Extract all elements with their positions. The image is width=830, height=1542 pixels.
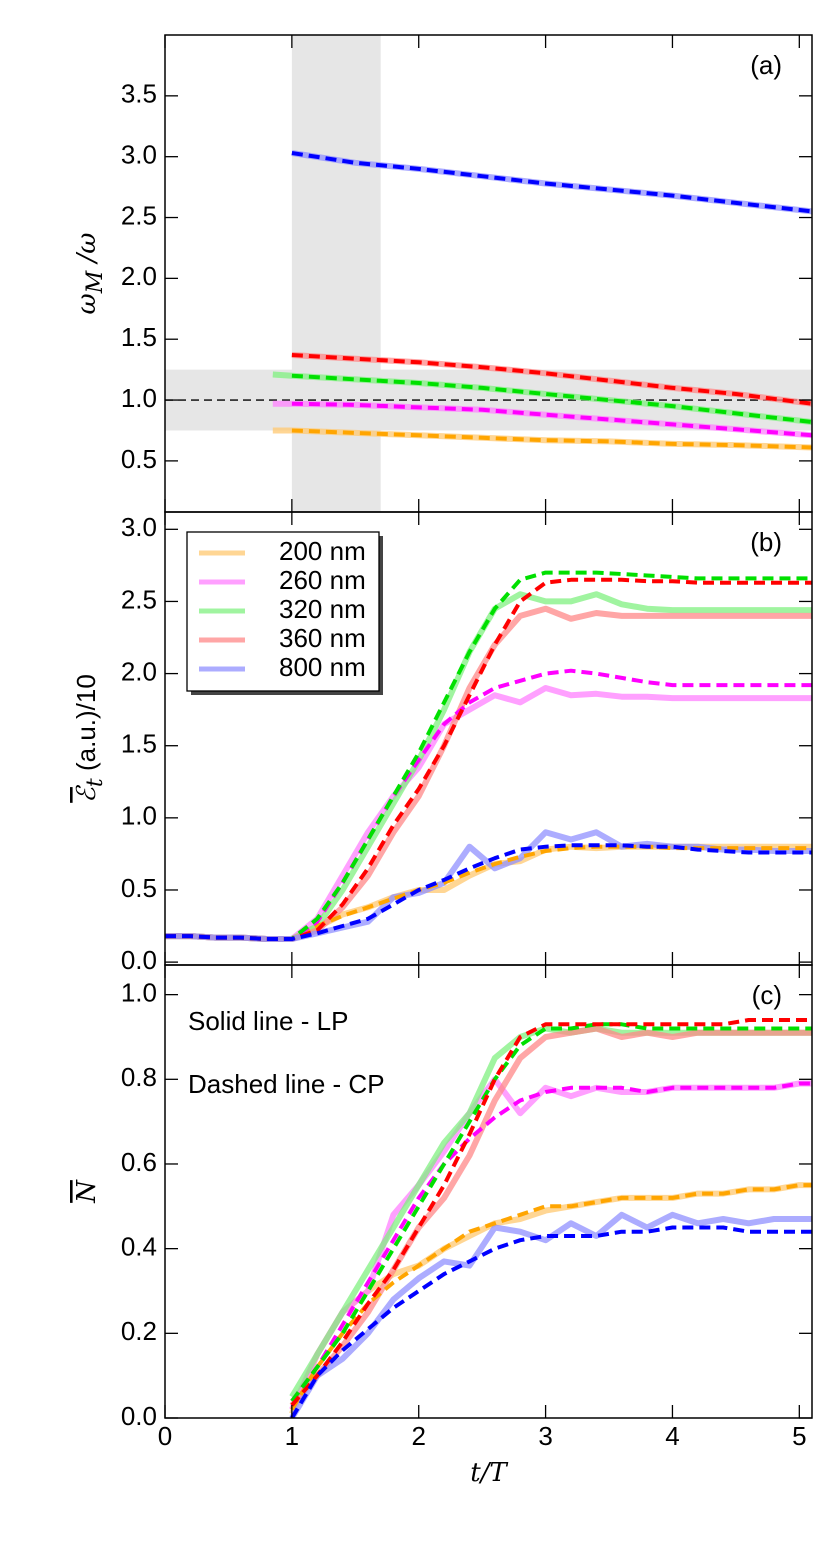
legend-label: 200 nm	[279, 536, 366, 566]
y-label-symbol: N	[72, 1179, 102, 1204]
y-tick-label: 0.0	[121, 1401, 157, 1431]
legend-label: 320 nm	[279, 594, 366, 624]
series-line	[289, 1211, 812, 1418]
series-line	[165, 685, 812, 942]
plot-area	[165, 570, 812, 942]
series-line	[291, 151, 812, 214]
y-tick-label: 2.5	[121, 584, 157, 614]
x-tick-label: 1	[285, 1421, 299, 1451]
y-tick-label: 1.0	[121, 978, 157, 1008]
y-label-subscript: M	[83, 270, 108, 294]
series-line	[290, 1022, 812, 1403]
frame	[164, 964, 813, 1419]
series-line	[289, 1182, 812, 1415]
legend-label: 360 nm	[279, 623, 366, 653]
y-tick-label: 0.2	[121, 1316, 157, 1346]
x-tick-label: 3	[538, 1421, 552, 1451]
legend-label: 800 nm	[279, 652, 366, 682]
series-line	[290, 1018, 812, 1407]
y-axis-label: N	[72, 1179, 102, 1204]
y-tick-label: 0.6	[121, 1147, 157, 1177]
plot-area	[165, 35, 812, 512]
x-tick-label: 0	[158, 1421, 172, 1451]
y-tick-label: 3.5	[121, 79, 157, 109]
shaded-band	[291, 35, 381, 512]
y-tick-label: 0.8	[121, 1062, 157, 1092]
y-label-subscript: t	[83, 778, 108, 787]
panel-label: (b)	[750, 527, 782, 557]
series-line	[290, 1183, 812, 1411]
y-tick-label: 0.0	[121, 945, 157, 975]
y-tick-label: 1.0	[121, 383, 157, 413]
series-line	[291, 352, 812, 407]
y-tick-label: 2.5	[121, 200, 157, 230]
y-tick-label: 1.5	[121, 322, 157, 352]
y-tick-label: 3.0	[121, 140, 157, 170]
y-tick-label: 1.0	[121, 801, 157, 831]
y-tick-label: 2.0	[121, 656, 157, 686]
x-tick-label: 2	[411, 1421, 425, 1451]
panel-label: (a)	[750, 50, 782, 80]
y-label-symbol: ℰ	[72, 785, 102, 803]
series-line	[165, 668, 812, 941]
y-tick-label: 1.5	[121, 729, 157, 759]
y-axis-label: ℰt (a.u.)/10	[71, 674, 108, 803]
panel-label: (c)	[752, 980, 782, 1010]
annotation: Solid line - LP	[188, 1006, 348, 1036]
y-tick-label: 0.5	[121, 873, 157, 903]
x-tick-label: 5	[792, 1421, 806, 1451]
annotation: Dashed line - CP	[188, 1069, 385, 1099]
y-tick-label: 0.4	[121, 1232, 157, 1262]
y-tick-label: 2.0	[121, 261, 157, 291]
y-label-symbol: ω	[72, 293, 102, 314]
series-line	[290, 1225, 812, 1418]
legend-label: 260 nm	[279, 565, 366, 595]
y-tick-label: 0.5	[121, 444, 157, 474]
y-tick-label: 3.0	[121, 512, 157, 542]
y-label-rest: /ω	[72, 233, 102, 271]
x-tick-label: 4	[665, 1421, 679, 1451]
x-axis-label: t/T	[470, 1458, 508, 1488]
series-line	[165, 843, 812, 941]
series-line	[289, 1025, 812, 1408]
series-line	[289, 1076, 812, 1411]
plot-area	[289, 1018, 812, 1418]
y-axis-label: ωM /ω	[72, 233, 108, 315]
y-label-rest: (a.u.)/10	[71, 674, 101, 778]
series-line	[290, 1081, 812, 1403]
